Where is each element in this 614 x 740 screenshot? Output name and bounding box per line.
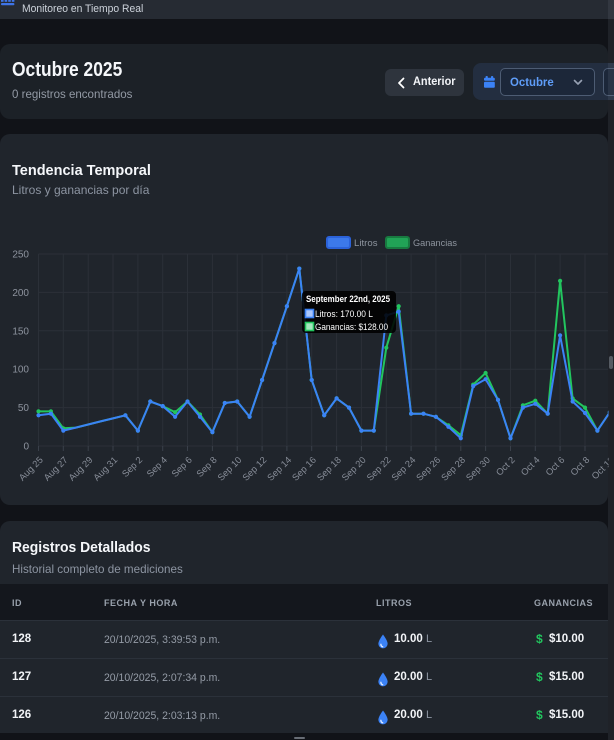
svg-text:September 22nd, 2025: September 22nd, 2025 [306, 294, 391, 305]
svg-text:Sep 24: Sep 24 [390, 455, 418, 483]
svg-text:Sep 30: Sep 30 [464, 455, 492, 483]
svg-text:Aug 27: Aug 27 [42, 455, 70, 483]
svg-text:Sep 26: Sep 26 [414, 455, 442, 483]
svg-text:Oct 4: Oct 4 [519, 455, 542, 478]
svg-text:Sep 6: Sep 6 [170, 455, 194, 479]
svg-text:Aug 29: Aug 29 [67, 455, 95, 483]
svg-text:Litros: 170.00 L: Litros: 170.00 L [315, 309, 373, 320]
svg-text:Sep 4: Sep 4 [145, 455, 169, 479]
svg-text:Oct 2: Oct 2 [494, 455, 517, 478]
svg-text:150: 150 [12, 326, 29, 337]
svg-text:200: 200 [12, 288, 29, 299]
svg-text:Sep 12: Sep 12 [241, 455, 269, 483]
svg-text:Sep 14: Sep 14 [265, 455, 293, 483]
svg-text:Oct 8: Oct 8 [569, 455, 592, 478]
svg-text:Sep 28: Sep 28 [439, 455, 467, 483]
svg-text:100: 100 [12, 365, 29, 376]
svg-text:50: 50 [18, 403, 30, 414]
svg-text:Sep 2: Sep 2 [120, 455, 144, 479]
svg-text:Sep 16: Sep 16 [290, 455, 318, 483]
svg-text:Sep 18: Sep 18 [315, 455, 343, 483]
svg-text:Aug 25: Aug 25 [17, 455, 45, 483]
svg-text:Oct 6: Oct 6 [544, 455, 567, 478]
svg-text:Litros: Litros [354, 238, 378, 249]
svg-text:Aug 31: Aug 31 [92, 455, 120, 483]
svg-text:Sep 20: Sep 20 [340, 455, 368, 483]
svg-text:Sep 10: Sep 10 [216, 455, 244, 483]
svg-text:250: 250 [12, 250, 29, 261]
svg-text:0: 0 [23, 442, 29, 453]
svg-text:Ganancias: Ganancias [413, 238, 457, 249]
svg-text:Ganancias: $128.00: Ganancias: $128.00 [315, 322, 388, 333]
svg-text:Sep 22: Sep 22 [365, 455, 393, 483]
